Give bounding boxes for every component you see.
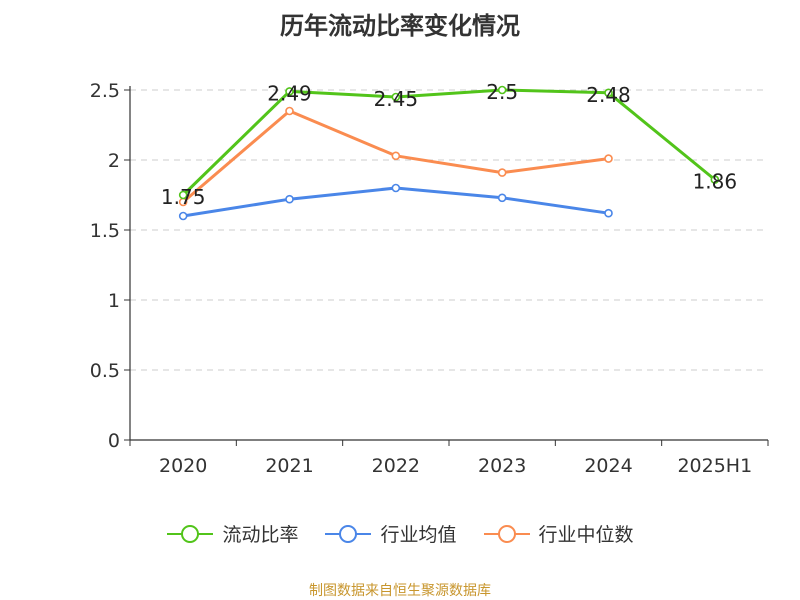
legend-marker-icon [167, 524, 214, 543]
axis-layer: 0 0.5 1 1.5 2 2.5 2020 2021 2022 2023 2024 2025H1 [90, 80, 769, 477]
y-tick-label: 0 [108, 430, 120, 452]
x-tick-label: 2024 [584, 455, 632, 477]
data-point [178, 211, 188, 221]
y-tick-label: 2.5 [90, 80, 120, 102]
data-point [497, 85, 507, 95]
x-tick-label: 2021 [265, 455, 313, 477]
data-label: 2.45 [374, 87, 419, 111]
data-point [178, 190, 188, 200]
data-point [391, 183, 401, 193]
series-line [182, 88, 716, 197]
legend-label: 行业均值 [380, 524, 457, 546]
data-point [604, 154, 613, 163]
grid-layer [130, 89, 768, 371]
x-tick-label: 2022 [372, 455, 420, 477]
data-label: 1.75 [161, 185, 206, 209]
data-point [497, 193, 507, 203]
data-point [710, 175, 720, 184]
legend-label: 行业中位数 [538, 524, 634, 546]
legend-label: 流动比率 [222, 524, 299, 546]
y-tick-label: 2 [108, 150, 120, 172]
data-label: 2.5 [486, 80, 518, 104]
data-label: 2.49 [267, 81, 312, 105]
data-label: 1.86 [693, 170, 738, 194]
data-point [497, 168, 507, 177]
x-tick-label: 2025H1 [677, 455, 752, 477]
legend-item[interactable]: 行业中位数 [483, 520, 634, 547]
chart-title: 历年流动比率变化情况 [280, 12, 520, 40]
legend-marker-icon [483, 524, 530, 543]
x-tick-label: 2023 [478, 455, 526, 477]
data-point [285, 106, 294, 116]
data-point [604, 88, 613, 98]
x-tick-label: 2020 [159, 455, 207, 477]
y-tick-label: 0.5 [90, 360, 120, 382]
data-point [604, 208, 613, 218]
y-tick-label: 1 [108, 290, 120, 312]
legend-item[interactable]: 行业均值 [324, 520, 457, 547]
legend: 流动比率 行业均值 行业中位数 [0, 520, 800, 547]
data-point [391, 92, 401, 102]
legend-item[interactable]: 流动比率 [166, 520, 298, 547]
legend-marker-icon [325, 524, 372, 543]
source-note: 制图数据来自恒生聚源数据库 [309, 583, 491, 599]
series-layer [178, 85, 720, 221]
data-label-layer: 1.75 2.49 2.45 2.5 2.48 1.86 [161, 80, 737, 209]
data-point [391, 151, 401, 161]
data-point [285, 194, 294, 204]
y-tick-label: 1.5 [90, 220, 120, 242]
data-point [285, 87, 294, 96]
data-label: 2.48 [586, 83, 631, 107]
